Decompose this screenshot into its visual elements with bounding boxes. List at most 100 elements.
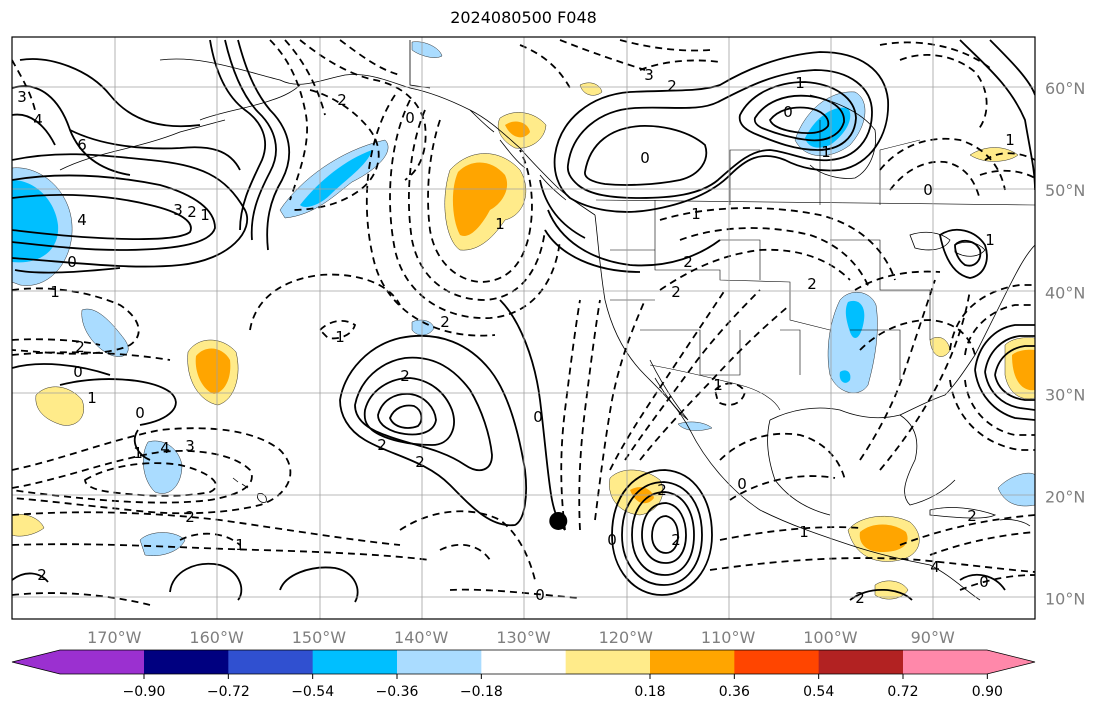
contour-line — [363, 377, 455, 446]
contour-value-label: 0 — [67, 253, 77, 271]
contour-line — [12, 363, 111, 376]
colorbar-extend-high — [903, 650, 1035, 674]
contour-line — [738, 81, 857, 151]
longitude-tick-label: 130°W — [496, 628, 551, 647]
contour-line — [959, 39, 1035, 191]
map-title: 2024080500 F048 — [450, 8, 597, 27]
colorbar-band — [734, 650, 820, 674]
contour-line — [974, 324, 1035, 371]
contour-value-label: 0 — [737, 475, 747, 493]
contour-value-label: 2 — [440, 313, 450, 331]
contour-line — [964, 304, 1035, 356]
contour-line — [566, 69, 873, 199]
contour-value-label: 0 — [640, 149, 650, 167]
contour-value-label: 1 — [200, 206, 210, 224]
contour-line — [12, 511, 401, 546]
colorbar-tick-label: 0.72 — [887, 684, 918, 700]
latitude-tick-label: 10°N — [1045, 590, 1085, 609]
contour-line — [899, 54, 988, 131]
colorbar: −0.90 −0.72 −0.54 −0.36 −0.18 0.18 0.36 0.54 0.7… — [11, 649, 1036, 700]
contour-line — [519, 44, 571, 89]
contour-value-label: 4 — [930, 558, 940, 576]
colorbar-band — [312, 650, 398, 674]
contour-line — [560, 299, 581, 531]
colorbar-band — [397, 650, 482, 674]
coastline — [469, 109, 567, 201]
contour-line — [719, 432, 846, 481]
contour-line — [879, 137, 1006, 191]
contour-value-label: 2 — [683, 253, 693, 271]
negative-anomaly-core — [839, 370, 851, 383]
contour-line — [408, 109, 546, 301]
colorbar-band — [481, 650, 567, 674]
contour-line — [237, 39, 291, 251]
contour-line — [389, 404, 423, 429]
contour-value-label: 1 — [799, 523, 809, 541]
contour-line — [12, 153, 248, 268]
contour-value-label: 1 — [821, 143, 831, 161]
contour-value-label: 2 — [807, 275, 817, 293]
contour-line — [299, 39, 427, 181]
contour-value-label: 2 — [337, 91, 347, 109]
border — [649, 364, 781, 411]
contour-value-label: 2 — [671, 531, 681, 549]
contour-value-label: 6 — [77, 136, 87, 154]
contour-value-label: 2 — [400, 367, 410, 385]
contour-value-label: 3 — [17, 88, 27, 106]
contour-value-label: 2 — [671, 283, 681, 301]
longitude-tick-label: 160°W — [189, 628, 244, 647]
contour-line — [12, 592, 151, 606]
contour-line — [859, 279, 936, 461]
contour-line — [12, 113, 56, 146]
contour-line — [631, 491, 695, 576]
contour-line — [609, 289, 726, 471]
contour-line — [641, 502, 687, 564]
colorbar-band — [228, 650, 314, 674]
latitude-tick-label: 50°N — [1045, 181, 1085, 200]
colorbar-band — [565, 650, 651, 674]
coastline — [999, 519, 1031, 527]
contour-value-label: 1 — [1005, 131, 1015, 149]
negative-anomaly-area — [997, 472, 1035, 507]
contour-line — [279, 566, 359, 603]
negative-contours — [12, 39, 1035, 606]
contour-value-label: 2 — [37, 566, 47, 584]
contour-line — [354, 356, 493, 472]
contour-line — [12, 351, 171, 361]
contour-line — [994, 374, 1035, 401]
contour-value-label: 3 — [185, 437, 195, 455]
latitude-labels: 60°N 50°N 40°N 30°N 20°N 10°N — [1045, 79, 1085, 609]
contour-line — [224, 39, 277, 241]
contour-line — [959, 573, 1006, 591]
latitude-tick-label: 20°N — [1045, 487, 1085, 506]
contour-value-label: 2 — [415, 453, 425, 471]
contour-value-label: 0 — [135, 404, 145, 422]
contour-line — [584, 125, 708, 186]
contour-line — [544, 229, 641, 273]
contour-line — [547, 209, 721, 267]
contour-line — [179, 532, 241, 546]
contour-line — [709, 557, 1035, 573]
contour-line — [14, 267, 121, 274]
contour-value-label: 0 — [73, 363, 83, 381]
contour-value-label: 2 — [657, 481, 667, 499]
coastline — [809, 94, 877, 179]
coastline — [257, 493, 267, 503]
contour-value-label: 3 — [173, 201, 183, 219]
contour-line — [994, 345, 1035, 376]
contour-line — [879, 289, 971, 471]
contour-line — [133, 429, 151, 461]
longitude-tick-label: 140°W — [394, 628, 449, 647]
contour-line — [19, 58, 201, 128]
contour-line — [938, 228, 988, 279]
border — [850, 329, 901, 380]
contour-value-label: 1 — [713, 376, 723, 394]
contour-line — [269, 39, 308, 201]
negative-anomaly-area — [139, 532, 186, 556]
colorbar-tick-label: −0.18 — [460, 684, 503, 700]
contour-line — [621, 481, 703, 586]
negative-anomaly-area — [411, 41, 443, 58]
contour-value-label: 4 — [160, 439, 170, 457]
contour-value-label: 1 — [235, 536, 245, 554]
contour-value-label: 2 — [967, 507, 977, 525]
